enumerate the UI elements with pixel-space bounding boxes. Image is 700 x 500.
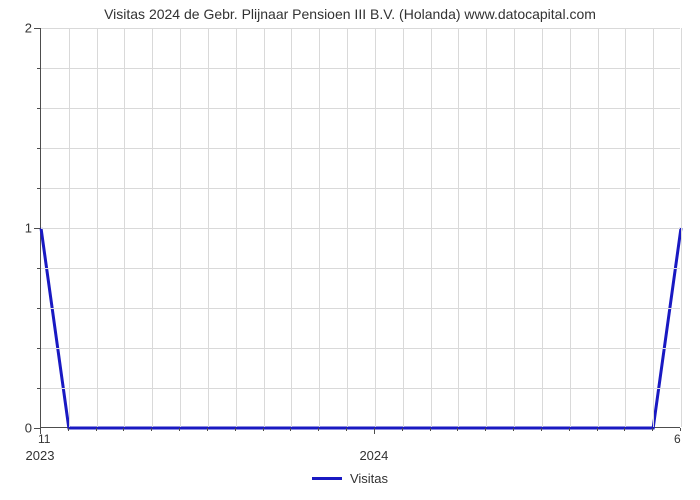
x-minor-tick [457, 428, 458, 431]
x-major-tick [374, 428, 375, 434]
x-minor-tick [346, 428, 347, 431]
x-minor-tick [263, 428, 264, 431]
x-minor-tick [235, 428, 236, 431]
x-minor-tick [680, 428, 681, 431]
gridline-horizontal [41, 388, 680, 389]
y-major-tick [34, 228, 40, 229]
x-minor-tick [513, 428, 514, 431]
y-minor-tick [37, 148, 40, 149]
x-minor-tick [402, 428, 403, 431]
gridline-horizontal [41, 268, 680, 269]
y-minor-tick [37, 268, 40, 269]
legend: Visitas [0, 471, 700, 486]
y-tick-label: 2 [18, 21, 32, 36]
legend-label: Visitas [350, 471, 388, 486]
x-tick-label: 2024 [359, 448, 388, 463]
y-major-tick [34, 28, 40, 29]
gridline-horizontal [41, 108, 680, 109]
corner-label-bottom-left: 11 [38, 432, 50, 446]
plot-area [40, 28, 680, 428]
series-path [41, 228, 681, 428]
x-minor-tick [652, 428, 653, 431]
y-minor-tick [37, 68, 40, 69]
x-minor-tick [68, 428, 69, 431]
y-tick-label: 0 [18, 421, 32, 436]
x-tick-label: 2023 [26, 448, 55, 463]
x-minor-tick [207, 428, 208, 431]
x-minor-tick [179, 428, 180, 431]
y-minor-tick [37, 348, 40, 349]
x-minor-tick [430, 428, 431, 431]
x-minor-tick [96, 428, 97, 431]
gridline-horizontal [41, 228, 680, 229]
gridline-horizontal [41, 68, 680, 69]
y-minor-tick [37, 388, 40, 389]
gridline-horizontal [41, 348, 680, 349]
x-minor-tick [485, 428, 486, 431]
x-minor-tick [123, 428, 124, 431]
x-minor-tick [624, 428, 625, 431]
gridline-horizontal [41, 28, 680, 29]
x-minor-tick [318, 428, 319, 431]
gridline-horizontal [41, 188, 680, 189]
chart-title: Visitas 2024 de Gebr. Plijnaar Pensioen … [0, 6, 700, 22]
y-tick-label: 1 [18, 221, 32, 236]
gridline-horizontal [41, 308, 680, 309]
x-minor-tick [569, 428, 570, 431]
x-minor-tick [597, 428, 598, 431]
x-major-tick [40, 428, 41, 434]
y-minor-tick [37, 188, 40, 189]
gridline-horizontal [41, 148, 680, 149]
legend-swatch [312, 477, 342, 480]
y-minor-tick [37, 308, 40, 309]
corner-label-bottom-right: 6 [674, 432, 681, 446]
x-minor-tick [541, 428, 542, 431]
chart-container: Visitas 2024 de Gebr. Plijnaar Pensioen … [0, 0, 700, 500]
x-minor-tick [151, 428, 152, 431]
x-minor-tick [290, 428, 291, 431]
gridline-vertical [681, 28, 682, 427]
y-minor-tick [37, 108, 40, 109]
